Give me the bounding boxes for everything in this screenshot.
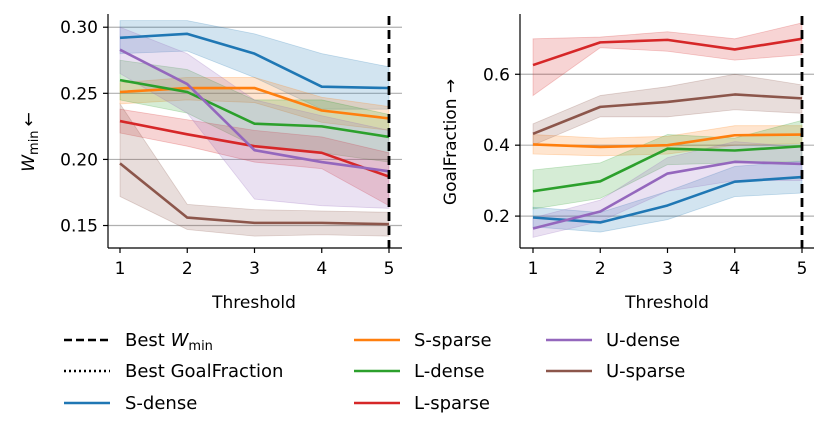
legend-item-best-goalfraction: Best GoalFraction <box>64 361 283 382</box>
svg-text:L-sparse: L-sparse <box>414 393 490 414</box>
goalfraction-chart-xtick-label-2: 3 <box>662 259 673 279</box>
wmin-chart-xtick-label-0: 1 <box>115 259 126 279</box>
legend-item-l-dense: L-dense <box>354 361 485 382</box>
goalfraction-chart-ticks: 0.2 0.4 0.6 1 2 3 4 5 <box>483 65 807 279</box>
goalfraction-chart-bands <box>532 22 803 238</box>
legend-item-l-sparse: L-sparse <box>354 393 490 414</box>
goalfraction-chart-line-u-sparse <box>532 93 803 136</box>
wmin-chart-ylabel-sub: min <box>27 130 42 155</box>
wmin-chart-ylabel-var: W <box>19 154 39 172</box>
legend-item-s-sparse: S-sparse <box>354 330 492 351</box>
wmin-chart-ytick-label-0: 0.15 <box>60 217 98 237</box>
legend-item-best-wmin: Best Wmin <box>64 330 213 354</box>
goalfraction-chart: 0.2 0.4 0.6 1 2 3 4 5 Threshold GoalFraction → <box>441 14 814 313</box>
goalfraction-chart-xtick-label-4: 5 <box>797 259 808 279</box>
wmin-chart-ytick-label-1: 0.20 <box>60 150 98 170</box>
wmin-chart-xtick-label-1: 2 <box>182 259 193 279</box>
wmin-chart-xtick-label-2: 3 <box>249 259 260 279</box>
wmin-chart-lines <box>119 32 390 226</box>
svg-text:U-dense: U-dense <box>606 330 680 351</box>
wmin-chart-line-s-dense <box>119 32 390 90</box>
svg-text:S-sparse: S-sparse <box>414 330 492 351</box>
wmin-chart-grid <box>108 26 402 227</box>
goalfraction-chart-ylabel: GoalFraction → <box>441 79 461 205</box>
wmin-chart-xtick-label-3: 4 <box>316 259 327 279</box>
wmin-chart-ytick-label-2: 0.25 <box>60 84 98 104</box>
goalfraction-chart-line-s-dense <box>532 175 803 224</box>
goalfraction-chart-ytick-label-1: 0.4 <box>483 136 510 156</box>
goalfraction-chart-xlabel: Threshold <box>624 293 709 313</box>
goalfraction-chart-ytick-label-2: 0.6 <box>483 65 510 85</box>
goalfraction-chart-lines <box>532 37 803 230</box>
wmin-chart-ylabel-arrow: ← <box>19 112 39 126</box>
wmin-chart-line-u-sparse <box>119 162 390 226</box>
legend-item-u-dense: U-dense <box>546 330 680 351</box>
legend-item-u-sparse: U-sparse <box>546 361 685 382</box>
wmin-chart-line-l-dense <box>119 78 390 139</box>
goalfraction-chart-band-u-sparse <box>532 73 803 146</box>
goalfraction-chart-band-u-dense <box>532 141 803 238</box>
wmin-chart-line-l-sparse <box>119 119 390 178</box>
svg-text:L-dense: L-dense <box>414 361 485 382</box>
goalfraction-chart-band-l-sparse <box>532 22 803 97</box>
goalfraction-chart-band-s-dense <box>532 160 803 233</box>
legend-item-s-dense: S-dense <box>64 393 197 414</box>
goalfraction-chart-line-l-dense <box>532 144 803 193</box>
svg-text:Best Wmin: Best Wmin <box>125 330 213 354</box>
goalfraction-chart-xtick-label-1: 2 <box>595 259 606 279</box>
wmin-chart-xtick-label-4: 5 <box>384 259 395 279</box>
goalfraction-chart-line-s-sparse <box>532 133 803 149</box>
wmin-chart-ticks: 0.15 0.20 0.25 0.30 1 2 3 4 5 <box>60 18 394 279</box>
svg-text:S-dense: S-dense <box>125 393 197 414</box>
wmin-chart-line-u-dense <box>119 48 390 173</box>
wmin-chart-ylabel: Wmin ← <box>19 112 42 172</box>
svg-text:U-sparse: U-sparse <box>606 361 685 382</box>
wmin-chart: 0.15 0.20 0.25 0.30 1 2 3 4 5 Threshold Wmin ← <box>19 14 402 313</box>
goalfraction-chart-line-l-sparse <box>532 37 803 67</box>
goalfraction-chart-line-u-dense <box>532 160 803 230</box>
goalfraction-chart-xtick-label-3: 4 <box>729 259 740 279</box>
goalfraction-chart-xtick-label-0: 1 <box>528 259 539 279</box>
wmin-chart-line-s-sparse <box>119 86 390 120</box>
svg-text:Best GoalFraction: Best GoalFraction <box>125 361 283 382</box>
goalfraction-chart-ytick-label-0: 0.2 <box>483 207 510 227</box>
legend: Best Wmin Best GoalFraction S-dense S-sp… <box>64 330 685 414</box>
wmin-chart-xlabel: Threshold <box>211 293 296 313</box>
wmin-chart-ytick-label-3: 0.30 <box>60 18 98 38</box>
